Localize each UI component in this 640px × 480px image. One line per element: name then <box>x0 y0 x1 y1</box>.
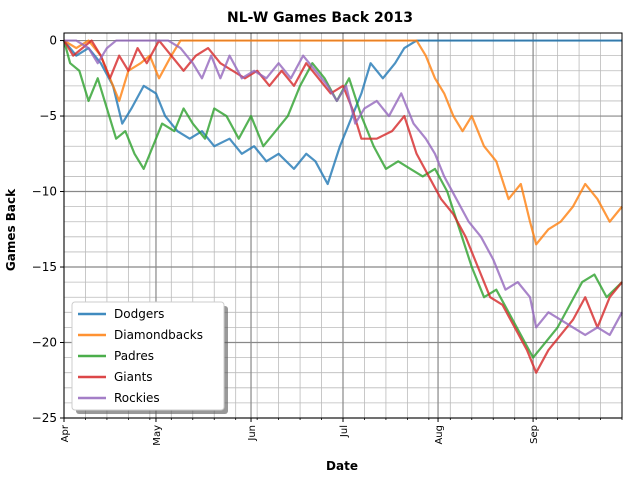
series-line-rockies <box>64 39 623 337</box>
series-lines <box>62 39 623 374</box>
legend-label-rockies: Rockies <box>114 391 160 405</box>
y-tick-label: −10 <box>32 185 57 199</box>
x-tick-label: May <box>152 425 163 446</box>
x-axis-label: Date <box>326 459 358 473</box>
x-tick-label: Sep <box>529 425 540 444</box>
legend-label-diamondbacks: Diamondbacks <box>114 328 203 342</box>
legend-label-padres: Padres <box>114 349 154 363</box>
y-axis: 0 −5 −10 −15 −20 −25 <box>32 34 64 425</box>
legend-label-dodgers: Dodgers <box>114 307 164 321</box>
x-tick-label: Jul <box>339 425 350 438</box>
legend-label-giants: Giants <box>114 370 153 384</box>
x-tick-label: Aug <box>434 425 445 445</box>
series-line-dodgers <box>63 39 622 186</box>
x-tick-label: Jun <box>247 425 258 442</box>
y-tick-label: −20 <box>32 336 57 350</box>
legend-box <box>71 301 225 411</box>
y-tick-label: 0 <box>49 34 57 48</box>
x-tick-label: Apr <box>60 424 71 442</box>
y-tick-label: −5 <box>39 109 57 123</box>
series-line-giants <box>63 39 623 374</box>
x-axis: Apr May Jun Jul Aug Sep <box>60 418 623 446</box>
legend: Dodgers Diamondbacks Padres Giants Rockies <box>71 301 228 414</box>
y-axis-label: Games Back <box>4 188 18 271</box>
y-tick-label: −25 <box>32 411 57 425</box>
y-tick-label: −15 <box>32 260 57 274</box>
series-line-padres <box>62 40 623 359</box>
chart-title: NL-W Games Back 2013 <box>227 10 413 26</box>
